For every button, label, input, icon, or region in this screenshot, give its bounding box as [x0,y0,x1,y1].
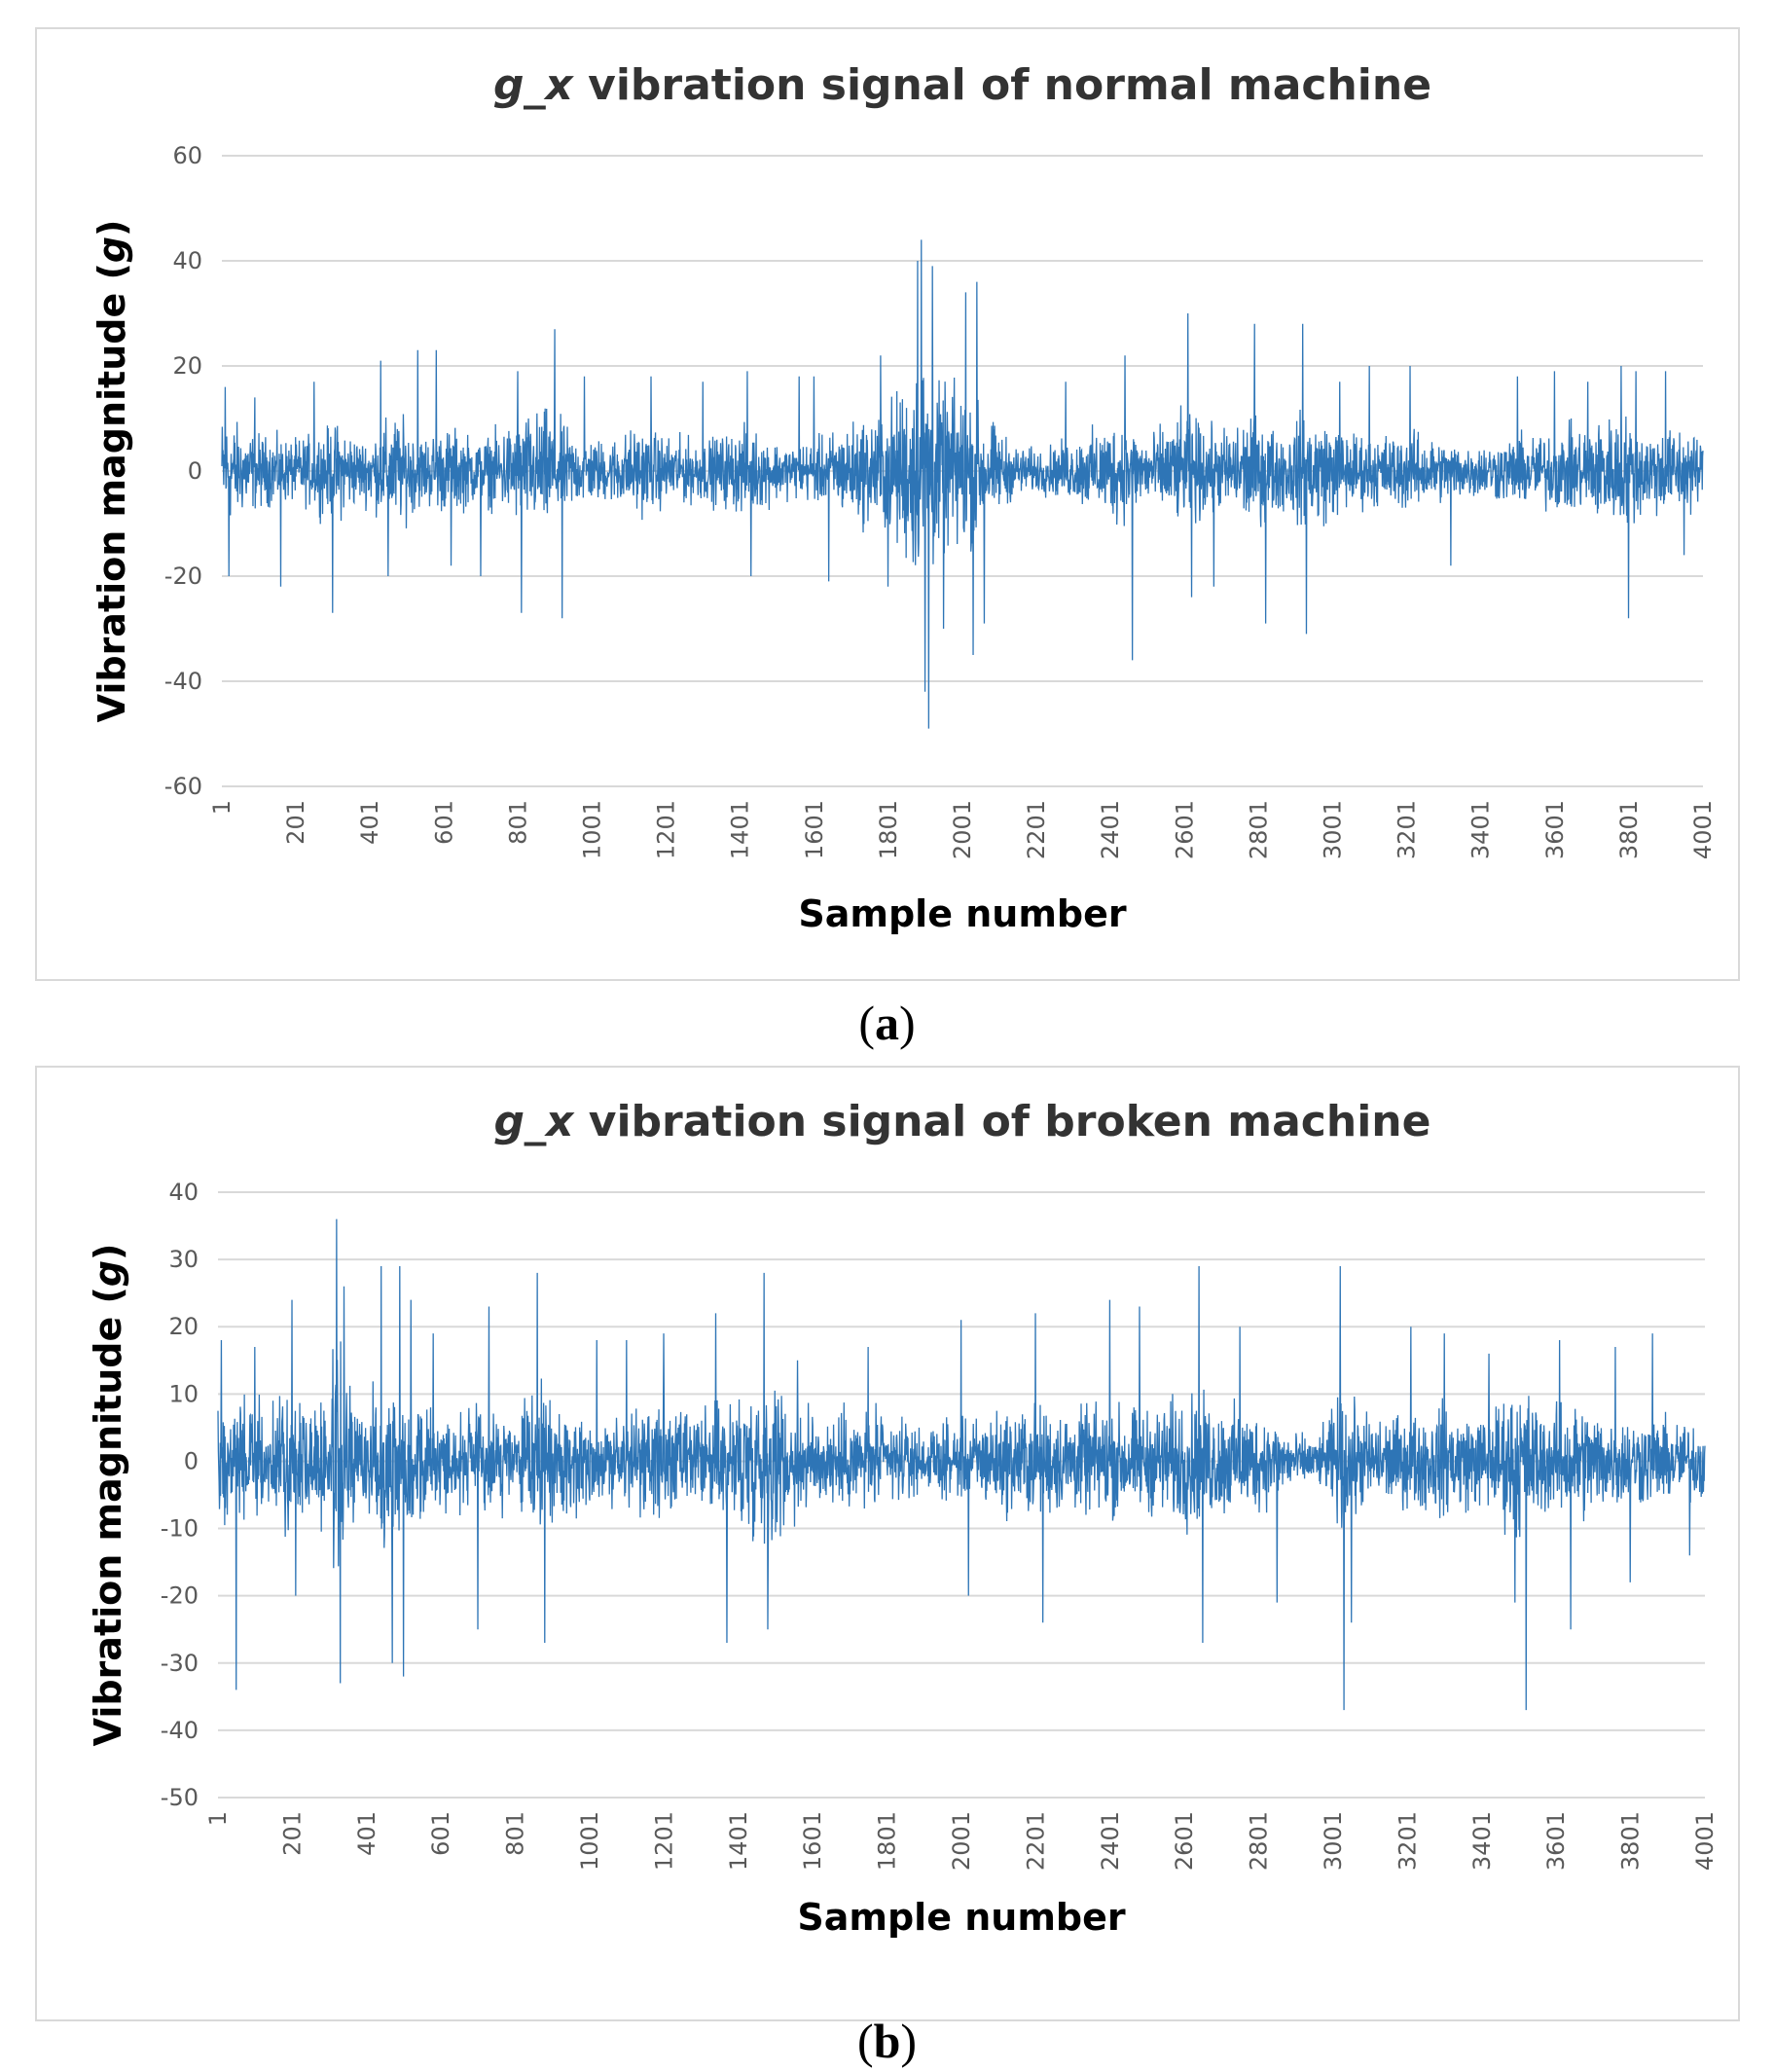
x-tick-label: 1001 [576,1811,603,1871]
y-axis-label-text: Vibration magnitude ( [87,1287,129,1746]
chart-title: g_x vibration signal of broken machine [494,1097,1431,1146]
x-tick-label: 601 [427,1811,454,1856]
caption-a-label: a [875,996,899,1050]
y-tick-label: 10 [168,1380,199,1407]
x-tick-label: 1601 [799,1811,826,1871]
x-tick-label: 601 [430,800,457,845]
x-tick-label: 3201 [1394,1811,1421,1871]
x-tick-label: 1201 [650,1811,677,1871]
x-tick-label: 801 [504,800,531,845]
x-tick-label: 1001 [579,800,606,859]
chart-title-variable: g_x [493,60,574,110]
x-tick-label: 3601 [1541,800,1569,859]
caption-b: (b) [856,2014,918,2068]
x-tick-label: 1401 [727,800,754,859]
x-tick-label: 201 [282,800,309,845]
chart-b-svg: g_x vibration signal of broken machine 40… [87,1097,1719,1939]
x-tick-label: 3001 [1320,800,1347,859]
y-axis-label: Vibration magnitude (g) [91,220,133,723]
x-tick-label: 3401 [1468,1811,1496,1871]
x-tick-label: 1601 [801,800,828,859]
y-tick-label: -50 [161,1784,199,1811]
chart-title-text: vibration signal of broken machine [573,1097,1430,1146]
chart-title: g_x vibration signal of normal machine [493,60,1431,110]
x-tick-label: 3001 [1320,1811,1347,1871]
y-axis-label-close: ) [91,220,133,236]
x-axis-label: Sample number [797,1896,1126,1939]
y-axis-label-text: Vibration magnitude ( [91,263,133,722]
x-tick-label: 1801 [875,800,902,859]
y-tick-label: -60 [164,773,202,800]
caption-a: (a) [858,996,916,1050]
x-axis-label: Sample number [798,892,1127,935]
x-tick-label: 801 [502,1811,529,1856]
signal-series-line [217,1218,1706,1711]
x-tick-label: 2401 [1097,800,1124,859]
x-tick-label: 3401 [1467,800,1495,859]
y-tick-label: -10 [161,1515,199,1543]
chart-title-text: vibration signal of normal machine [573,60,1431,110]
x-tick-label: 2601 [1171,800,1198,859]
y-tick-label: -30 [161,1650,199,1677]
x-tick-label: 2201 [1023,800,1050,859]
x-tick-label: 401 [353,1811,380,1856]
y-tick-label: -20 [164,563,202,590]
y-tick-label: 40 [172,247,202,274]
y-axis-label-unit: g [87,1260,129,1287]
x-tick-label: 1801 [874,1811,901,1871]
y-tick-label: 20 [168,1313,199,1340]
x-tick-label: 2401 [1097,1811,1124,1871]
x-tick-label: 1 [208,800,235,815]
x-tick-label: 3201 [1394,800,1421,859]
x-tick-label: 2201 [1022,1811,1049,1871]
caption-b-label: b [873,2014,901,2068]
y-tick-label: 0 [188,457,202,485]
y-axis-label-close: ) [87,1244,129,1260]
x-tick-label: 2801 [1245,800,1272,859]
chart-panel-b: g_x vibration signal of broken machine 40… [35,1066,1740,2021]
chart-title-variable: g_x [494,1097,575,1146]
y-tick-label: 20 [172,352,202,380]
x-tick-label: 1201 [653,800,680,859]
y-tick-label: 0 [184,1447,199,1474]
x-tick-label: 1 [204,1811,232,1826]
x-tick-label: 2001 [948,1811,975,1871]
x-tick-label: 3801 [1617,1811,1645,1871]
y-tick-label: 60 [172,142,202,169]
x-tick-label: 401 [356,800,383,845]
y-tick-label: -20 [161,1582,199,1610]
y-tick-label: 30 [168,1246,199,1273]
x-tick-label: 3601 [1542,1811,1570,1871]
chart-a-svg: g_x vibration signal of normal machine 60… [91,60,1717,935]
y-tick-label: -40 [161,1717,199,1744]
x-tick-label: 201 [278,1811,306,1856]
x-tick-label: 2801 [1246,1811,1273,1871]
y-tick-label: 40 [168,1179,199,1206]
x-tick-label: 4001 [1689,800,1717,859]
x-tick-label: 4001 [1691,1811,1719,1871]
signal-series-line [221,239,1704,729]
y-axis-label-unit: g [91,236,133,263]
x-tick-label: 2001 [949,800,976,859]
x-tick-label: 2601 [1171,1811,1198,1871]
chart-panel-a: g_x vibration signal of normal machine 60… [35,27,1740,981]
x-tick-label: 1401 [725,1811,752,1871]
y-tick-label: -40 [164,668,202,695]
y-axis-label: Vibration magnitude (g) [87,1244,129,1747]
x-tick-label: 3801 [1615,800,1643,859]
